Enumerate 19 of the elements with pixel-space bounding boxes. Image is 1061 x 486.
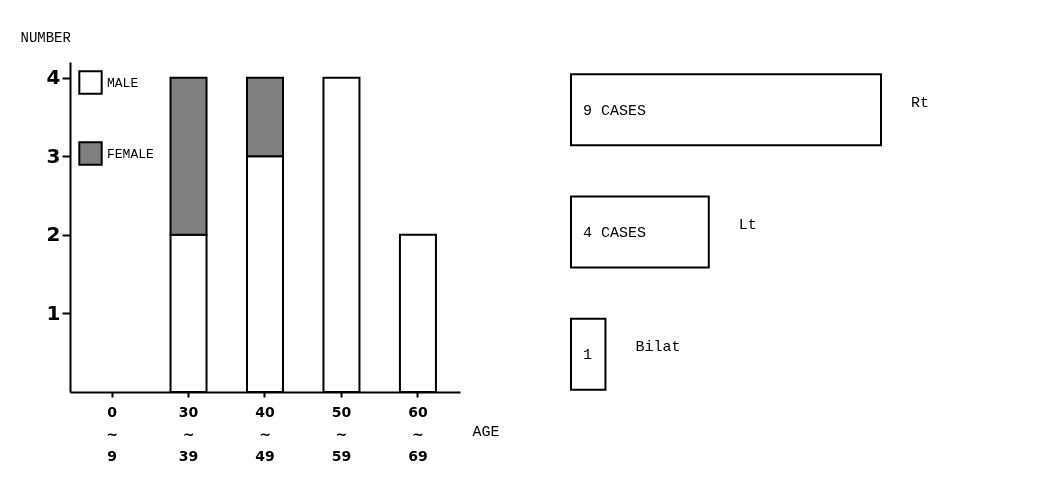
x-tick-label: 50 ~ 59 [331, 403, 352, 464]
y-tick-label: 2 [46, 222, 61, 247]
y-tick-label: 1 [46, 300, 61, 325]
y-tick-label: Bilat [635, 339, 681, 357]
data-label: 9 CASES [583, 102, 647, 120]
data-label: 1 [583, 347, 593, 365]
y-tick-label: 4 [46, 65, 61, 90]
legend-label: MALE [107, 75, 139, 91]
legend-label: FEMALE [107, 146, 155, 162]
y-tick-label: Rt [911, 94, 930, 112]
y-tick-label: 3 [46, 143, 61, 168]
x-tick-label: 30 ~ 39 [178, 403, 199, 464]
x-tick-label: 60 ~ 69 [408, 403, 428, 464]
y-tick-label: Lt [738, 217, 757, 234]
data-label: 4 CASES [583, 225, 647, 242]
x-tick-label: 0 ~ 9 [106, 403, 118, 464]
y-axis-title: NUMBER [20, 29, 72, 46]
x-axis-title: AGE [472, 423, 500, 441]
x-tick-label: 40 ~ 49 [255, 403, 275, 464]
